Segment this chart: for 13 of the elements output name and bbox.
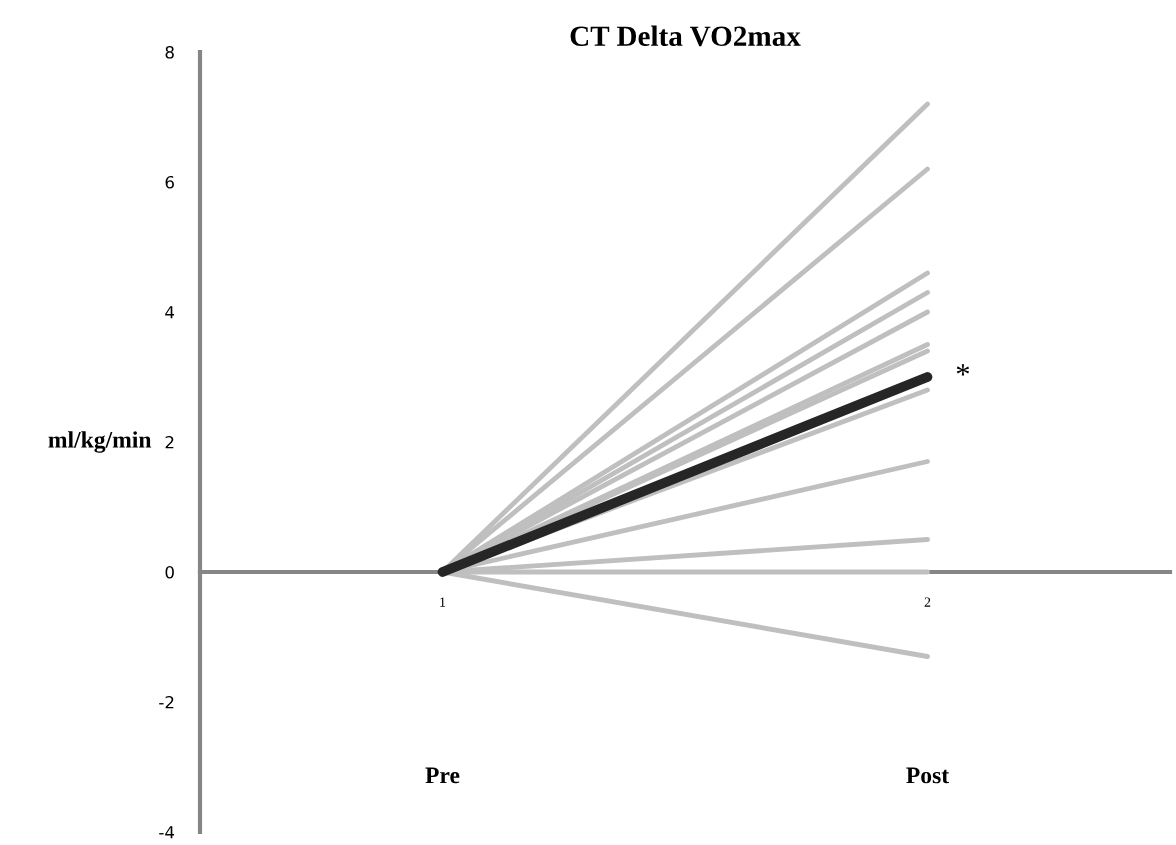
x-tick-label: 1 bbox=[440, 597, 446, 607]
annotation: Post bbox=[906, 767, 950, 784]
y-tick-label: -4 bbox=[159, 826, 175, 839]
y-axis-title: ml/kg/min bbox=[48, 431, 152, 453]
y-tick-label: -2 bbox=[159, 695, 174, 709]
y-tick-label: 6 bbox=[165, 175, 174, 189]
y-tick-label: 2 bbox=[165, 435, 174, 449]
y-tick-label: 8 bbox=[165, 45, 174, 59]
y-tick-label: 0 bbox=[165, 565, 174, 579]
y-tick-label: 4 bbox=[165, 306, 175, 319]
annotation: Pre bbox=[425, 767, 460, 784]
annotation: * bbox=[956, 364, 970, 376]
chart-title: CT Delta VO2max bbox=[570, 25, 801, 47]
